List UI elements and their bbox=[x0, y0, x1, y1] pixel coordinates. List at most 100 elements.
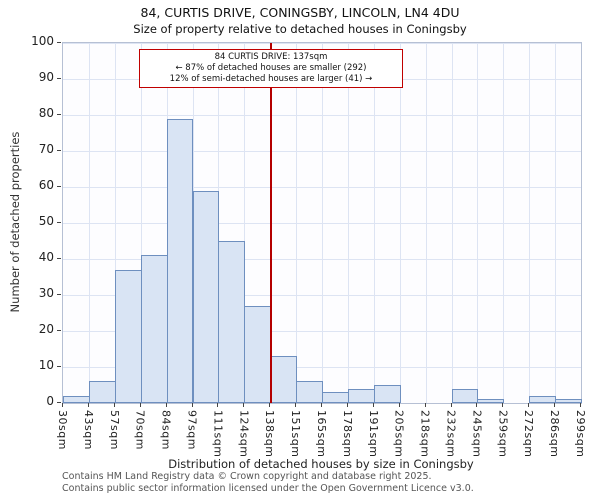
x-tick-label: 70sqm bbox=[133, 410, 147, 450]
x-tick-mark bbox=[424, 403, 426, 407]
y-tick-mark bbox=[57, 366, 61, 367]
footer-line-1: Contains HM Land Registry data © Crown c… bbox=[62, 471, 432, 482]
histogram-bar bbox=[140, 255, 168, 403]
x-tick-label: 205sqm bbox=[392, 410, 406, 458]
grid-line-v bbox=[373, 43, 375, 403]
histogram-bar bbox=[322, 392, 349, 403]
x-tick-label: 272sqm bbox=[522, 410, 536, 458]
x-tick-label: 124sqm bbox=[237, 410, 251, 458]
x-tick-mark bbox=[372, 403, 374, 407]
y-tick-mark bbox=[57, 186, 61, 187]
histogram-bar bbox=[63, 395, 90, 403]
x-tick-mark bbox=[321, 403, 322, 407]
x-tick-label: 299sqm bbox=[574, 410, 587, 458]
annotation-box: 84 CURTIS DRIVE: 137sqm ← 87% of detache… bbox=[139, 49, 403, 88]
chart-title: 84, CURTIS DRIVE, CONINGSBY, LINCOLN, LN… bbox=[140, 5, 460, 20]
y-tick-mark bbox=[57, 150, 61, 151]
y-tick-label: 40 bbox=[38, 250, 54, 264]
x-tick-label: 111sqm bbox=[211, 410, 225, 458]
y-tick-mark bbox=[57, 222, 61, 223]
x-tick-label: 151sqm bbox=[289, 410, 303, 458]
x-tick-mark bbox=[243, 403, 245, 407]
y-tick-label: 50 bbox=[38, 214, 54, 228]
grid-line-v bbox=[503, 43, 505, 403]
y-tick-mark bbox=[57, 402, 61, 403]
grid-line-v bbox=[477, 43, 479, 403]
property-marker-line bbox=[269, 43, 272, 403]
footer: Contains HM Land Registry data © Crown c… bbox=[62, 471, 474, 494]
y-tick-mark bbox=[57, 258, 61, 259]
x-tick-label: 43sqm bbox=[81, 410, 95, 450]
histogram-bar bbox=[114, 269, 142, 403]
grid-line-v bbox=[296, 43, 298, 403]
y-tick-label: 80 bbox=[38, 106, 54, 120]
grid-line-v bbox=[322, 43, 323, 403]
y-tick-label: 10 bbox=[38, 358, 54, 372]
histogram-bar bbox=[477, 399, 505, 403]
x-tick-label: 84sqm bbox=[159, 410, 173, 450]
grid-line-v bbox=[425, 43, 427, 403]
x-tick-label: 232sqm bbox=[444, 410, 458, 458]
grid-line-v bbox=[555, 43, 557, 403]
grid-line-v bbox=[399, 43, 401, 403]
y-tick-label: 70 bbox=[38, 142, 54, 156]
annotation-line-3: 12% of semi-detached houses are larger (… bbox=[169, 74, 373, 84]
y-tick-label: 60 bbox=[38, 178, 54, 192]
x-tick-mark bbox=[165, 403, 167, 407]
chart-subtitle: Size of property relative to detached ho… bbox=[133, 22, 467, 36]
x-tick-label: 218sqm bbox=[418, 410, 432, 458]
histogram-bar bbox=[244, 305, 272, 403]
histogram-bar bbox=[166, 118, 194, 403]
y-tick-mark bbox=[57, 330, 61, 331]
x-tick-mark bbox=[295, 403, 297, 407]
grid-line-v bbox=[88, 43, 90, 403]
x-tick-mark bbox=[139, 403, 141, 407]
x-axis-label: Distribution of detached houses by size … bbox=[168, 457, 474, 471]
y-tick-label: 90 bbox=[38, 70, 54, 84]
grid-line-v bbox=[244, 43, 246, 403]
y-tick-mark bbox=[57, 42, 61, 43]
x-tick-mark bbox=[217, 403, 219, 407]
x-tick-label: 57sqm bbox=[107, 410, 121, 450]
y-tick-label: 100 bbox=[31, 34, 54, 48]
histogram-bar bbox=[451, 388, 479, 403]
x-tick-label: 30sqm bbox=[56, 410, 69, 450]
histogram-bar bbox=[373, 385, 401, 403]
y-tick-label: 20 bbox=[38, 322, 54, 336]
x-tick-mark bbox=[62, 403, 63, 407]
x-tick-mark bbox=[398, 403, 400, 407]
histogram-bar bbox=[270, 356, 298, 403]
x-tick-label: 286sqm bbox=[548, 410, 562, 458]
histogram-bar bbox=[296, 381, 323, 403]
y-tick-mark bbox=[57, 294, 61, 295]
y-tick-mark bbox=[57, 78, 61, 79]
x-tick-mark bbox=[502, 403, 504, 407]
x-tick-mark bbox=[476, 403, 478, 407]
annotation-line-1: 84 CURTIS DRIVE: 137sqm bbox=[214, 52, 328, 62]
histogram-bar bbox=[555, 399, 582, 403]
x-tick-mark bbox=[87, 403, 89, 407]
annotation-line-2: ← 87% of detached houses are smaller (29… bbox=[175, 63, 367, 73]
x-tick-label: 165sqm bbox=[315, 410, 328, 458]
y-tick-mark bbox=[57, 114, 61, 115]
x-tick-mark bbox=[346, 403, 348, 407]
grid-line-v bbox=[347, 43, 349, 403]
x-tick-label: 259sqm bbox=[496, 410, 510, 458]
y-tick-label: 0 bbox=[46, 394, 54, 408]
x-tick-mark bbox=[528, 403, 530, 407]
histogram-bar bbox=[192, 190, 220, 403]
histogram-bar bbox=[218, 241, 246, 403]
grid-line-v bbox=[451, 43, 453, 403]
grid-line-v bbox=[140, 43, 142, 403]
x-tick-mark bbox=[269, 403, 271, 407]
x-tick-label: 97sqm bbox=[185, 410, 199, 450]
footer-line-2: Contains public sector information licen… bbox=[62, 482, 474, 494]
histogram-bar bbox=[88, 381, 116, 403]
x-tick-mark bbox=[554, 403, 556, 407]
x-tick-label: 178sqm bbox=[340, 410, 354, 458]
x-tick-mark bbox=[450, 403, 452, 407]
x-tick-label: 245sqm bbox=[470, 410, 484, 458]
x-tick-label: 138sqm bbox=[263, 410, 277, 458]
histogram-bar bbox=[529, 395, 557, 403]
